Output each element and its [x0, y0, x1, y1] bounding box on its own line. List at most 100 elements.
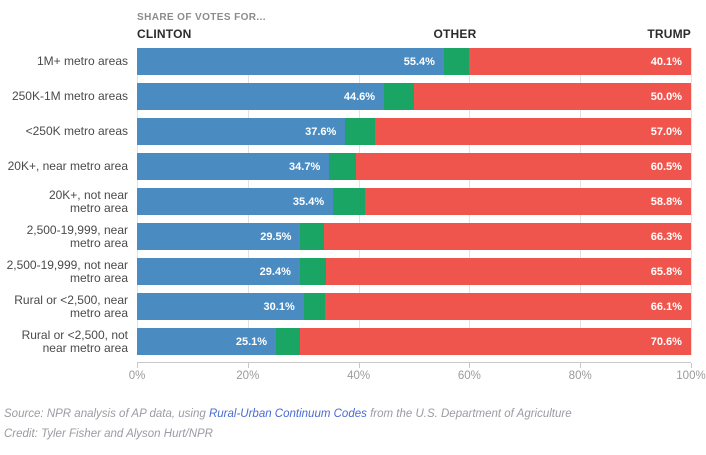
- row-label: <250K metro areas: [25, 124, 128, 138]
- source-prefix: Source: NPR analysis of AP data, using: [4, 408, 209, 420]
- table-row: 1M+ metro areas 55.4% 40.1%: [37, 48, 691, 75]
- value-label-clinton: 37.6%: [305, 125, 337, 138]
- value-label-clinton: 29.4%: [259, 265, 291, 278]
- stacked-bar: 25.1% 70.6%: [137, 328, 691, 355]
- stacked-bar: 29.5% 66.3%: [137, 223, 691, 250]
- bar-segment-other: [300, 223, 324, 250]
- bar-segment-clinton: 29.4%: [137, 258, 300, 285]
- source-line: Source: NPR analysis of AP data, using R…: [4, 404, 706, 424]
- value-label-clinton: 34.7%: [289, 160, 321, 173]
- source-link[interactable]: Rural-Urban Continuum Codes: [208, 408, 367, 420]
- x-tick-mark: [247, 363, 249, 368]
- x-tick-label: 80%: [568, 370, 592, 382]
- bar-segment-clinton: 30.1%: [137, 293, 304, 320]
- x-tick-mark: [691, 363, 692, 368]
- bar-segment-trump: 50.0%: [413, 83, 691, 110]
- row-label: 1M+ metro areas: [36, 54, 128, 68]
- x-tick-mark: [137, 363, 138, 368]
- bar-rows: 1M+ metro areas 55.4% 40.1% 250K-1M metro a…: [7, 48, 691, 355]
- value-label-clinton: 29.5%: [260, 230, 292, 243]
- row-label: 20K+, not near metro area: [48, 187, 128, 215]
- x-tick-mark: [358, 363, 360, 368]
- x-tick-label: 40%: [347, 370, 371, 382]
- bar-segment-other: [345, 118, 376, 145]
- value-label-trump: 57.0%: [650, 125, 682, 138]
- table-row: 250K-1M metro areas 44.6% 50.0%: [12, 83, 691, 110]
- bar-segment-trump: 66.1%: [324, 293, 691, 320]
- value-label-trump: 40.1%: [650, 55, 682, 68]
- bar-segment-trump: 66.3%: [323, 223, 691, 250]
- chart-page: SHARE OF VOTES FOR... CLINTON OTHER TRUM…: [0, 12, 706, 455]
- value-label-trump: 70.6%: [650, 335, 682, 348]
- bar-segment-other: [384, 83, 414, 110]
- table-row: Rural or <2,500, near metro area 30.1% 66.…: [14, 293, 691, 320]
- x-tick-label: 100%: [676, 370, 706, 382]
- bar-segment-trump: 58.8%: [365, 188, 691, 215]
- stacked-bar: 44.6% 50.0%: [137, 83, 691, 110]
- bar-segment-other: [333, 188, 366, 215]
- credit-line: Credit: Tyler Fisher and Alyson Hurt/NPR: [4, 428, 213, 440]
- value-label-clinton: 44.6%: [343, 90, 376, 103]
- grid-line: [691, 48, 692, 355]
- source-suffix: from the U.S. Department of Agriculture: [366, 408, 572, 420]
- bar-segment-other: [276, 328, 300, 355]
- bar-segment-clinton: 44.6%: [137, 83, 385, 110]
- row-label: 2,500-19,999, near metro area: [26, 222, 128, 250]
- stacked-bar: 55.4% 40.1%: [137, 48, 691, 75]
- row-label: 250K-1M metro areas: [11, 89, 128, 103]
- bar-segment-clinton: 34.7%: [137, 153, 330, 180]
- row-label: 20K+, near metro area: [7, 159, 128, 173]
- value-label-trump: 58.8%: [650, 195, 682, 208]
- x-axis: 0% 20% 40% 60% 80% 100%: [129, 362, 706, 389]
- bar-segment-other: [443, 48, 469, 75]
- bar-segment-other: [299, 258, 327, 285]
- bar-segment-clinton: 29.5%: [137, 223, 301, 250]
- legend-other: OTHER: [433, 27, 477, 41]
- value-label-trump: 50.0%: [650, 90, 682, 103]
- stacked-bar: 37.6% 57.0%: [137, 118, 691, 145]
- bar-segment-trump: 65.8%: [326, 258, 691, 285]
- legend: CLINTON OTHER TRUMP: [137, 27, 691, 42]
- legend-trump: TRUMP: [647, 27, 691, 41]
- value-label-clinton: 30.1%: [263, 300, 295, 313]
- x-tick-mark: [469, 363, 471, 368]
- bar-segment-clinton: 35.4%: [137, 188, 334, 215]
- value-label-clinton: 25.1%: [235, 335, 268, 348]
- bar-segment-trump: 70.6%: [299, 328, 691, 355]
- table-row: 20K+, not near metro area 35.4% 58.8%: [49, 188, 691, 215]
- bar-segment-trump: 40.1%: [468, 48, 691, 75]
- row-label: Rural or <2,500, near metro area: [14, 292, 128, 320]
- table-row: Rural or <2,500, not near metro area 25.1…: [22, 328, 691, 355]
- value-label-clinton: 55.4%: [403, 55, 435, 68]
- value-label-clinton: 35.4%: [292, 195, 325, 208]
- bar-segment-other: [329, 153, 356, 180]
- legend-clinton: CLINTON: [137, 27, 192, 41]
- x-tick-label: 0%: [128, 370, 146, 382]
- row-label: 2,500-19,999, not near metro area: [6, 257, 128, 285]
- x-tick-mark: [580, 363, 582, 368]
- row-label: Rural or <2,500, not near metro area: [21, 327, 128, 355]
- stacked-bar: 30.1% 66.1%: [137, 293, 691, 320]
- chart-kicker: SHARE OF VOTES FOR...: [137, 12, 266, 23]
- bar-segment-clinton: 25.1%: [137, 328, 277, 355]
- table-row: 2,500-19,999, near metro area 29.5% 66.3%: [27, 223, 691, 250]
- bar-segment-trump: 60.5%: [355, 153, 691, 180]
- stacked-bar: 35.4% 58.8%: [137, 188, 691, 215]
- table-row: <250K metro areas 37.6% 57.0%: [26, 118, 691, 145]
- bar-segment-clinton: 55.4%: [137, 48, 444, 75]
- value-label-trump: 66.3%: [650, 230, 682, 243]
- value-label-trump: 65.8%: [650, 265, 682, 278]
- bar-segment-other: [303, 293, 325, 320]
- stacked-bar: 34.7% 60.5%: [137, 153, 691, 180]
- table-row: 20K+, near metro area 34.7% 60.5%: [8, 153, 691, 180]
- x-tick-label: 60%: [457, 370, 481, 382]
- bar-segment-clinton: 37.6%: [137, 118, 346, 145]
- stacked-bar: 29.4% 65.8%: [137, 258, 691, 285]
- value-label-trump: 66.1%: [650, 300, 682, 313]
- bar-segment-trump: 57.0%: [375, 118, 691, 145]
- value-label-trump: 60.5%: [650, 160, 682, 173]
- table-row: 2,500-19,999, not near metro area 29.4% 65…: [7, 258, 691, 285]
- footer: Source: NPR analysis of AP data, using R…: [4, 404, 706, 444]
- x-tick-label: 20%: [236, 370, 260, 382]
- plot-area: 1M+ metro areas 55.4% 40.1% 250K-1M metro a…: [7, 48, 692, 355]
